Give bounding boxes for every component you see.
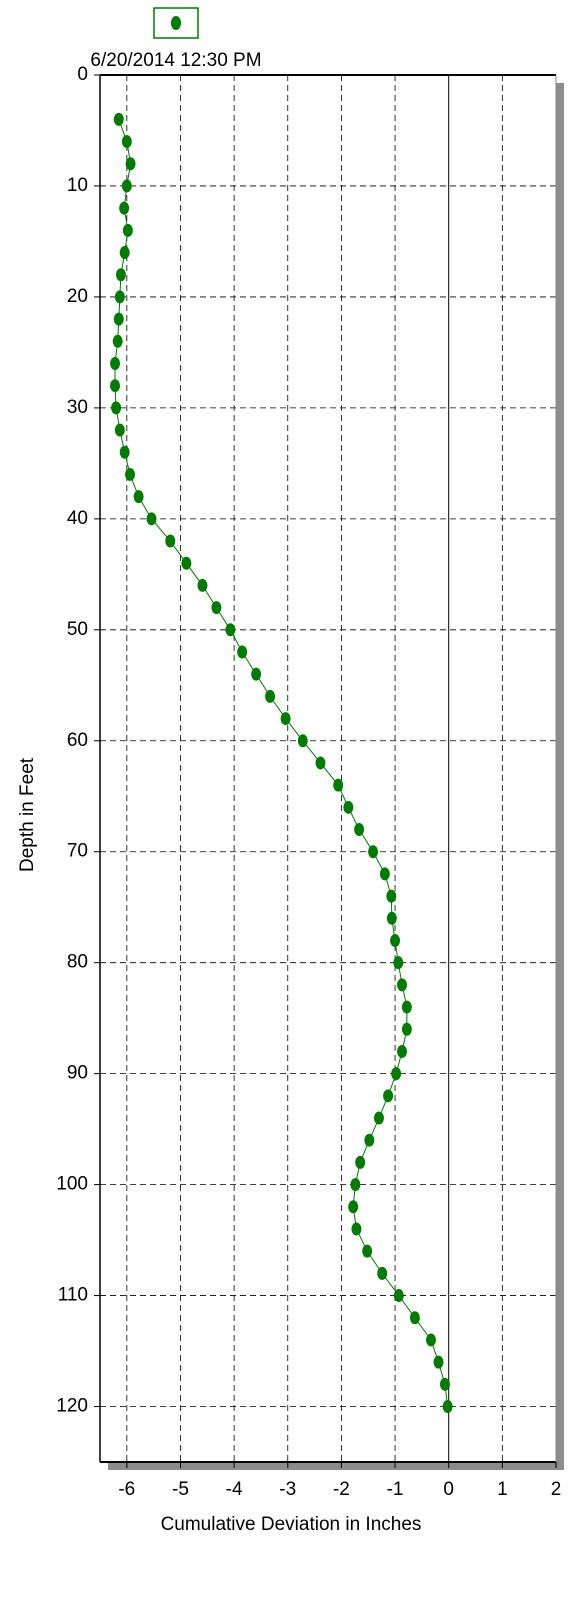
y-tick-label: 110 bbox=[58, 1285, 88, 1306]
x-tick-label: -5 bbox=[172, 1479, 189, 1500]
x-tick-label: 2 bbox=[551, 1479, 562, 1500]
data-point bbox=[351, 1222, 362, 1236]
data-point bbox=[409, 1311, 420, 1325]
y-tick-label: 10 bbox=[67, 175, 88, 196]
data-point bbox=[110, 356, 121, 370]
y-tick-label: 90 bbox=[67, 1063, 88, 1084]
data-point bbox=[133, 490, 144, 504]
data-point bbox=[362, 1244, 373, 1258]
data-point bbox=[386, 911, 397, 925]
x-tick-label: -3 bbox=[279, 1479, 296, 1500]
data-point bbox=[115, 268, 126, 282]
data-point bbox=[119, 445, 130, 459]
data-point bbox=[146, 512, 157, 526]
y-tick-label: 120 bbox=[56, 1396, 88, 1417]
x-axis-title: Cumulative Deviation in Inches bbox=[161, 1514, 422, 1535]
data-point bbox=[343, 800, 354, 814]
data-point bbox=[280, 712, 291, 726]
data-point bbox=[348, 1200, 359, 1214]
y-tick-label: 30 bbox=[67, 397, 88, 418]
plot-area bbox=[100, 75, 556, 1462]
y-tick-label: 20 bbox=[67, 286, 88, 307]
data-point bbox=[439, 1377, 450, 1391]
legend-label: 6/20/2014 12:30 PM bbox=[90, 50, 261, 71]
y-tick-label: 100 bbox=[56, 1174, 88, 1195]
data-point bbox=[354, 823, 365, 837]
data-point bbox=[112, 334, 123, 348]
data-point bbox=[390, 933, 401, 947]
y-tick-label: 80 bbox=[67, 952, 88, 973]
data-point bbox=[426, 1333, 437, 1347]
x-tick-label: 1 bbox=[497, 1479, 508, 1500]
legend-marker bbox=[171, 16, 181, 30]
data-point bbox=[113, 112, 124, 126]
y-axis-title: Depth in Feet bbox=[17, 757, 38, 872]
data-point bbox=[297, 734, 308, 748]
data-point bbox=[377, 1266, 388, 1280]
y-tick-label: 70 bbox=[67, 841, 88, 862]
data-point bbox=[401, 1000, 412, 1014]
x-tick-label: -6 bbox=[118, 1479, 135, 1500]
data-point bbox=[265, 689, 276, 703]
data-point bbox=[225, 623, 236, 637]
data-point bbox=[315, 756, 326, 770]
data-point bbox=[350, 1178, 361, 1192]
data-point bbox=[165, 534, 176, 548]
data-point bbox=[383, 1089, 394, 1103]
data-point bbox=[364, 1133, 375, 1147]
data-point bbox=[121, 135, 132, 149]
x-tick-label: -2 bbox=[333, 1479, 350, 1500]
data-point bbox=[386, 889, 397, 903]
data-point bbox=[181, 556, 192, 570]
x-tick-label: -4 bbox=[226, 1479, 243, 1500]
data-point bbox=[433, 1355, 444, 1369]
data-point bbox=[125, 157, 136, 171]
data-point bbox=[125, 467, 136, 481]
data-point bbox=[111, 401, 122, 415]
y-tick-label: 0 bbox=[77, 64, 88, 85]
y-tick-label: 40 bbox=[67, 508, 88, 529]
data-point bbox=[401, 1022, 412, 1036]
data-point bbox=[121, 179, 132, 193]
data-point bbox=[119, 246, 130, 260]
data-point bbox=[114, 423, 125, 437]
data-point bbox=[442, 1400, 453, 1414]
data-point bbox=[251, 667, 262, 681]
data-point bbox=[368, 845, 379, 859]
data-point bbox=[379, 867, 390, 881]
data-point bbox=[393, 956, 404, 970]
data-point bbox=[114, 290, 125, 304]
y-tick-label: 50 bbox=[67, 619, 88, 640]
y-tick-label: 60 bbox=[67, 730, 88, 751]
data-point bbox=[237, 645, 248, 659]
data-point bbox=[391, 1067, 402, 1081]
data-point bbox=[393, 1289, 404, 1303]
data-point bbox=[119, 201, 130, 215]
data-point bbox=[110, 379, 121, 393]
data-point bbox=[113, 312, 124, 326]
data-point bbox=[122, 223, 133, 237]
data-point bbox=[355, 1155, 366, 1169]
data-point bbox=[397, 978, 408, 992]
x-tick-label: 0 bbox=[443, 1479, 454, 1500]
x-tick-label: -1 bbox=[387, 1479, 404, 1500]
data-point bbox=[333, 778, 344, 792]
data-point bbox=[211, 601, 222, 615]
data-point bbox=[373, 1111, 384, 1125]
data-point bbox=[397, 1044, 408, 1058]
data-point bbox=[197, 578, 208, 592]
